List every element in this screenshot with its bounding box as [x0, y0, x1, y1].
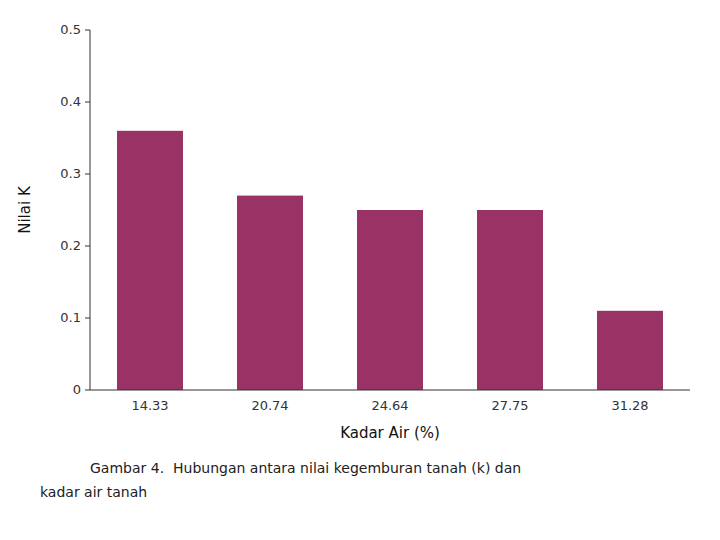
x-axis: [90, 390, 690, 391]
y-tick: [85, 390, 90, 391]
x-tick-label: 27.75: [491, 398, 528, 413]
y-tick-label: 0.1: [60, 310, 81, 325]
caption: Gambar 4. Hubungan antara nilai kegembur…: [90, 460, 521, 476]
y-tick-label: 0.2: [60, 238, 81, 253]
y-tick-label: 0.3: [60, 166, 81, 181]
x-tick-label: 14.33: [131, 398, 168, 413]
bars: [117, 131, 663, 390]
y-tick: [85, 30, 90, 31]
y-tick: [85, 246, 90, 247]
y-tick: [85, 318, 90, 319]
y-tick: [85, 102, 90, 103]
y-tick: [85, 174, 90, 175]
x-tick-label: 20.74: [251, 398, 288, 413]
y-tick-label: 0.4: [60, 94, 81, 109]
x-tick-label: 24.64: [371, 398, 408, 413]
y-tick-label: 0: [73, 382, 81, 397]
y-axis: [90, 30, 91, 390]
bar: [237, 196, 303, 390]
bar: [357, 210, 423, 390]
y-axis-label: Nilai K: [16, 185, 34, 234]
bar: [477, 210, 543, 390]
y-tick-label: 0.5: [60, 22, 81, 37]
bar: [117, 131, 183, 390]
x-tick-label: 31.28: [611, 398, 648, 413]
chart: 0 0.1 0.2 0.3 0.4 0.5 14.33 20.74 24.64 27.75 31.2…: [0, 0, 720, 540]
x-axis-label: Kadar Air (%): [340, 424, 440, 442]
page: 0 0.1 0.2 0.3 0.4 0.5 14.33 20.74 24.64 27.75 31.2…: [0, 0, 720, 540]
caption: kadar air tanah: [40, 484, 147, 500]
bar: [597, 311, 663, 390]
